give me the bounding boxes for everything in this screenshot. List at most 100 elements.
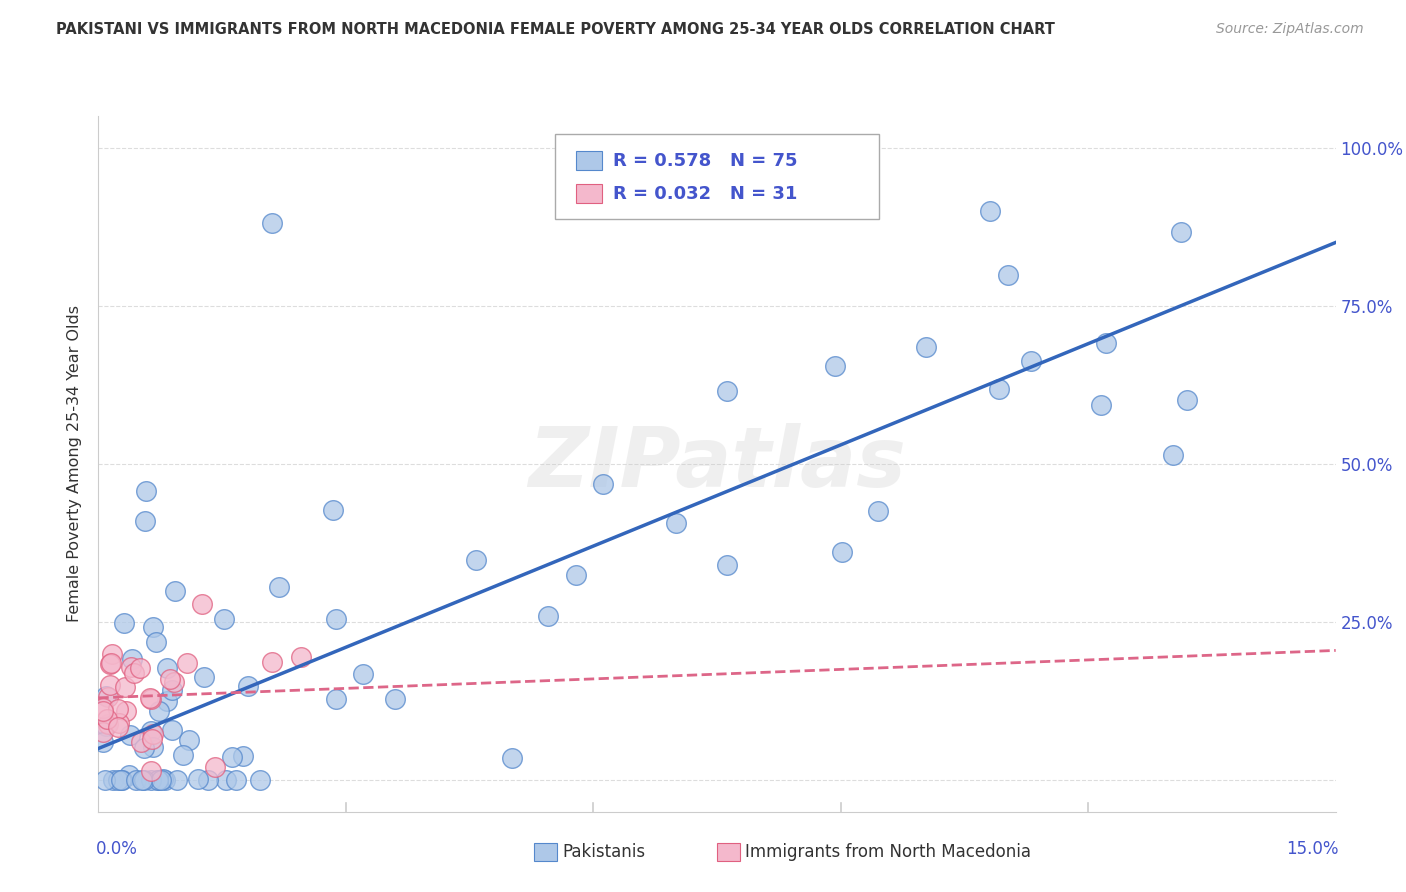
- Point: [101, 647, 124, 661]
- Point: [197, 773, 219, 788]
- Point: [141, 691, 163, 706]
- Point: [997, 268, 1019, 282]
- Point: [118, 768, 141, 782]
- Point: [131, 734, 153, 748]
- Point: [824, 359, 846, 374]
- Point: [238, 679, 260, 693]
- Point: [290, 650, 312, 665]
- Text: PAKISTANI VS IMMIGRANTS FROM NORTH MACEDONIA FEMALE POVERTY AMONG 25-34 YEAR OLD: PAKISTANI VS IMMIGRANTS FROM NORTH MACED…: [56, 22, 1054, 37]
- Point: [156, 661, 179, 675]
- Point: [260, 217, 283, 231]
- Text: Source: ZipAtlas.com: Source: ZipAtlas.com: [1216, 22, 1364, 37]
- Text: R = 0.578   N = 75: R = 0.578 N = 75: [613, 152, 797, 169]
- Point: [322, 503, 344, 517]
- Point: [716, 384, 738, 398]
- Text: 15.0%: 15.0%: [1285, 839, 1339, 857]
- Point: [179, 733, 201, 747]
- Point: [915, 340, 938, 354]
- Text: R = 0.032   N = 31: R = 0.032 N = 31: [613, 185, 797, 202]
- Point: [232, 749, 254, 764]
- Text: ZIPatlas: ZIPatlas: [529, 424, 905, 504]
- Point: [325, 612, 347, 626]
- Point: [112, 616, 135, 631]
- Point: [987, 382, 1010, 396]
- Point: [146, 773, 169, 788]
- Point: [142, 620, 165, 634]
- Point: [142, 727, 165, 741]
- Point: [94, 689, 117, 703]
- Point: [146, 773, 169, 788]
- Point: [98, 657, 121, 671]
- Point: [163, 584, 186, 599]
- Point: [139, 691, 162, 706]
- Point: [122, 666, 145, 681]
- Point: [166, 773, 188, 788]
- Point: [96, 712, 118, 726]
- Point: [91, 704, 114, 718]
- Point: [114, 681, 136, 695]
- Point: [125, 773, 148, 788]
- Point: [193, 670, 215, 684]
- Point: [91, 724, 114, 739]
- Point: [564, 568, 586, 582]
- Point: [187, 772, 209, 786]
- Point: [98, 678, 121, 692]
- Point: [1019, 353, 1042, 368]
- Point: [152, 772, 174, 786]
- Point: [100, 657, 122, 671]
- Point: [107, 701, 129, 715]
- Point: [91, 735, 114, 749]
- Point: [716, 558, 738, 572]
- Point: [97, 690, 120, 704]
- Point: [665, 516, 688, 530]
- Point: [214, 773, 236, 788]
- Point: [325, 691, 347, 706]
- Point: [262, 655, 284, 669]
- Point: [94, 773, 117, 788]
- Point: [384, 692, 406, 706]
- Point: [148, 704, 170, 718]
- Point: [160, 723, 183, 738]
- Text: 0.0%: 0.0%: [96, 839, 138, 857]
- Point: [190, 597, 212, 611]
- Point: [156, 694, 179, 708]
- Point: [142, 739, 165, 754]
- Point: [110, 773, 132, 788]
- Point: [132, 773, 155, 788]
- Point: [1177, 393, 1199, 408]
- Point: [868, 503, 890, 517]
- Point: [212, 612, 235, 626]
- Point: [107, 773, 129, 788]
- Point: [979, 203, 1001, 218]
- Point: [120, 728, 142, 742]
- Point: [155, 773, 177, 788]
- Point: [134, 740, 156, 755]
- Text: Pakistanis: Pakistanis: [562, 843, 645, 861]
- Point: [101, 773, 124, 788]
- Point: [96, 718, 118, 732]
- Point: [176, 657, 198, 671]
- Point: [129, 661, 152, 675]
- Text: Immigrants from North Macedonia: Immigrants from North Macedonia: [745, 843, 1031, 861]
- Point: [139, 764, 162, 778]
- Point: [135, 483, 157, 498]
- Point: [159, 672, 181, 686]
- Point: [221, 750, 243, 764]
- Point: [131, 773, 153, 788]
- Point: [134, 514, 156, 528]
- Point: [141, 724, 163, 739]
- Point: [1090, 398, 1112, 412]
- Point: [141, 773, 163, 788]
- Point: [145, 634, 167, 648]
- Point: [249, 773, 271, 788]
- Point: [465, 553, 488, 567]
- Point: [1163, 448, 1185, 462]
- Point: [111, 773, 134, 788]
- Point: [163, 675, 186, 690]
- Point: [267, 581, 290, 595]
- Point: [204, 760, 226, 774]
- Point: [141, 732, 163, 747]
- Point: [172, 748, 194, 763]
- Point: [107, 720, 129, 734]
- Point: [160, 682, 183, 697]
